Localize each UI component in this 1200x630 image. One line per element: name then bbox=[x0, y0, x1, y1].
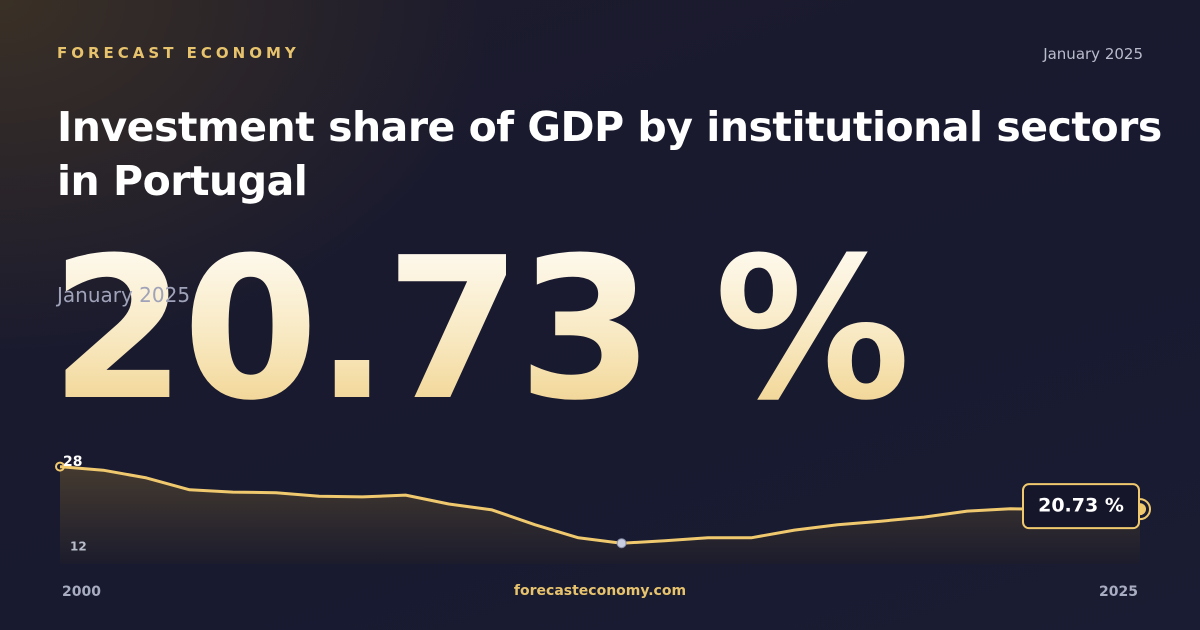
headline-value: 20.73 % bbox=[50, 216, 911, 444]
start-dot bbox=[55, 461, 65, 472]
y-tick-label: 28 bbox=[63, 454, 82, 470]
area bbox=[60, 466, 1140, 564]
x-tick-label: 2025 bbox=[1099, 584, 1138, 600]
brand: FORECAST ECONOMY bbox=[57, 44, 300, 62]
value-label-box bbox=[1022, 483, 1140, 530]
date: January 2025 bbox=[1043, 45, 1143, 63]
footer: forecasteconomy.com bbox=[513, 583, 687, 599]
line bbox=[59, 465, 1141, 545]
x-tick-label: 2000 bbox=[62, 584, 101, 600]
headline-date: January 2025 bbox=[57, 283, 191, 307]
value-label: 20.73 % bbox=[1038, 495, 1124, 517]
title: Investment share of GDP by institutional… bbox=[57, 103, 1162, 205]
min-dot bbox=[616, 538, 627, 549]
y-tick-label: 12 bbox=[70, 540, 87, 554]
